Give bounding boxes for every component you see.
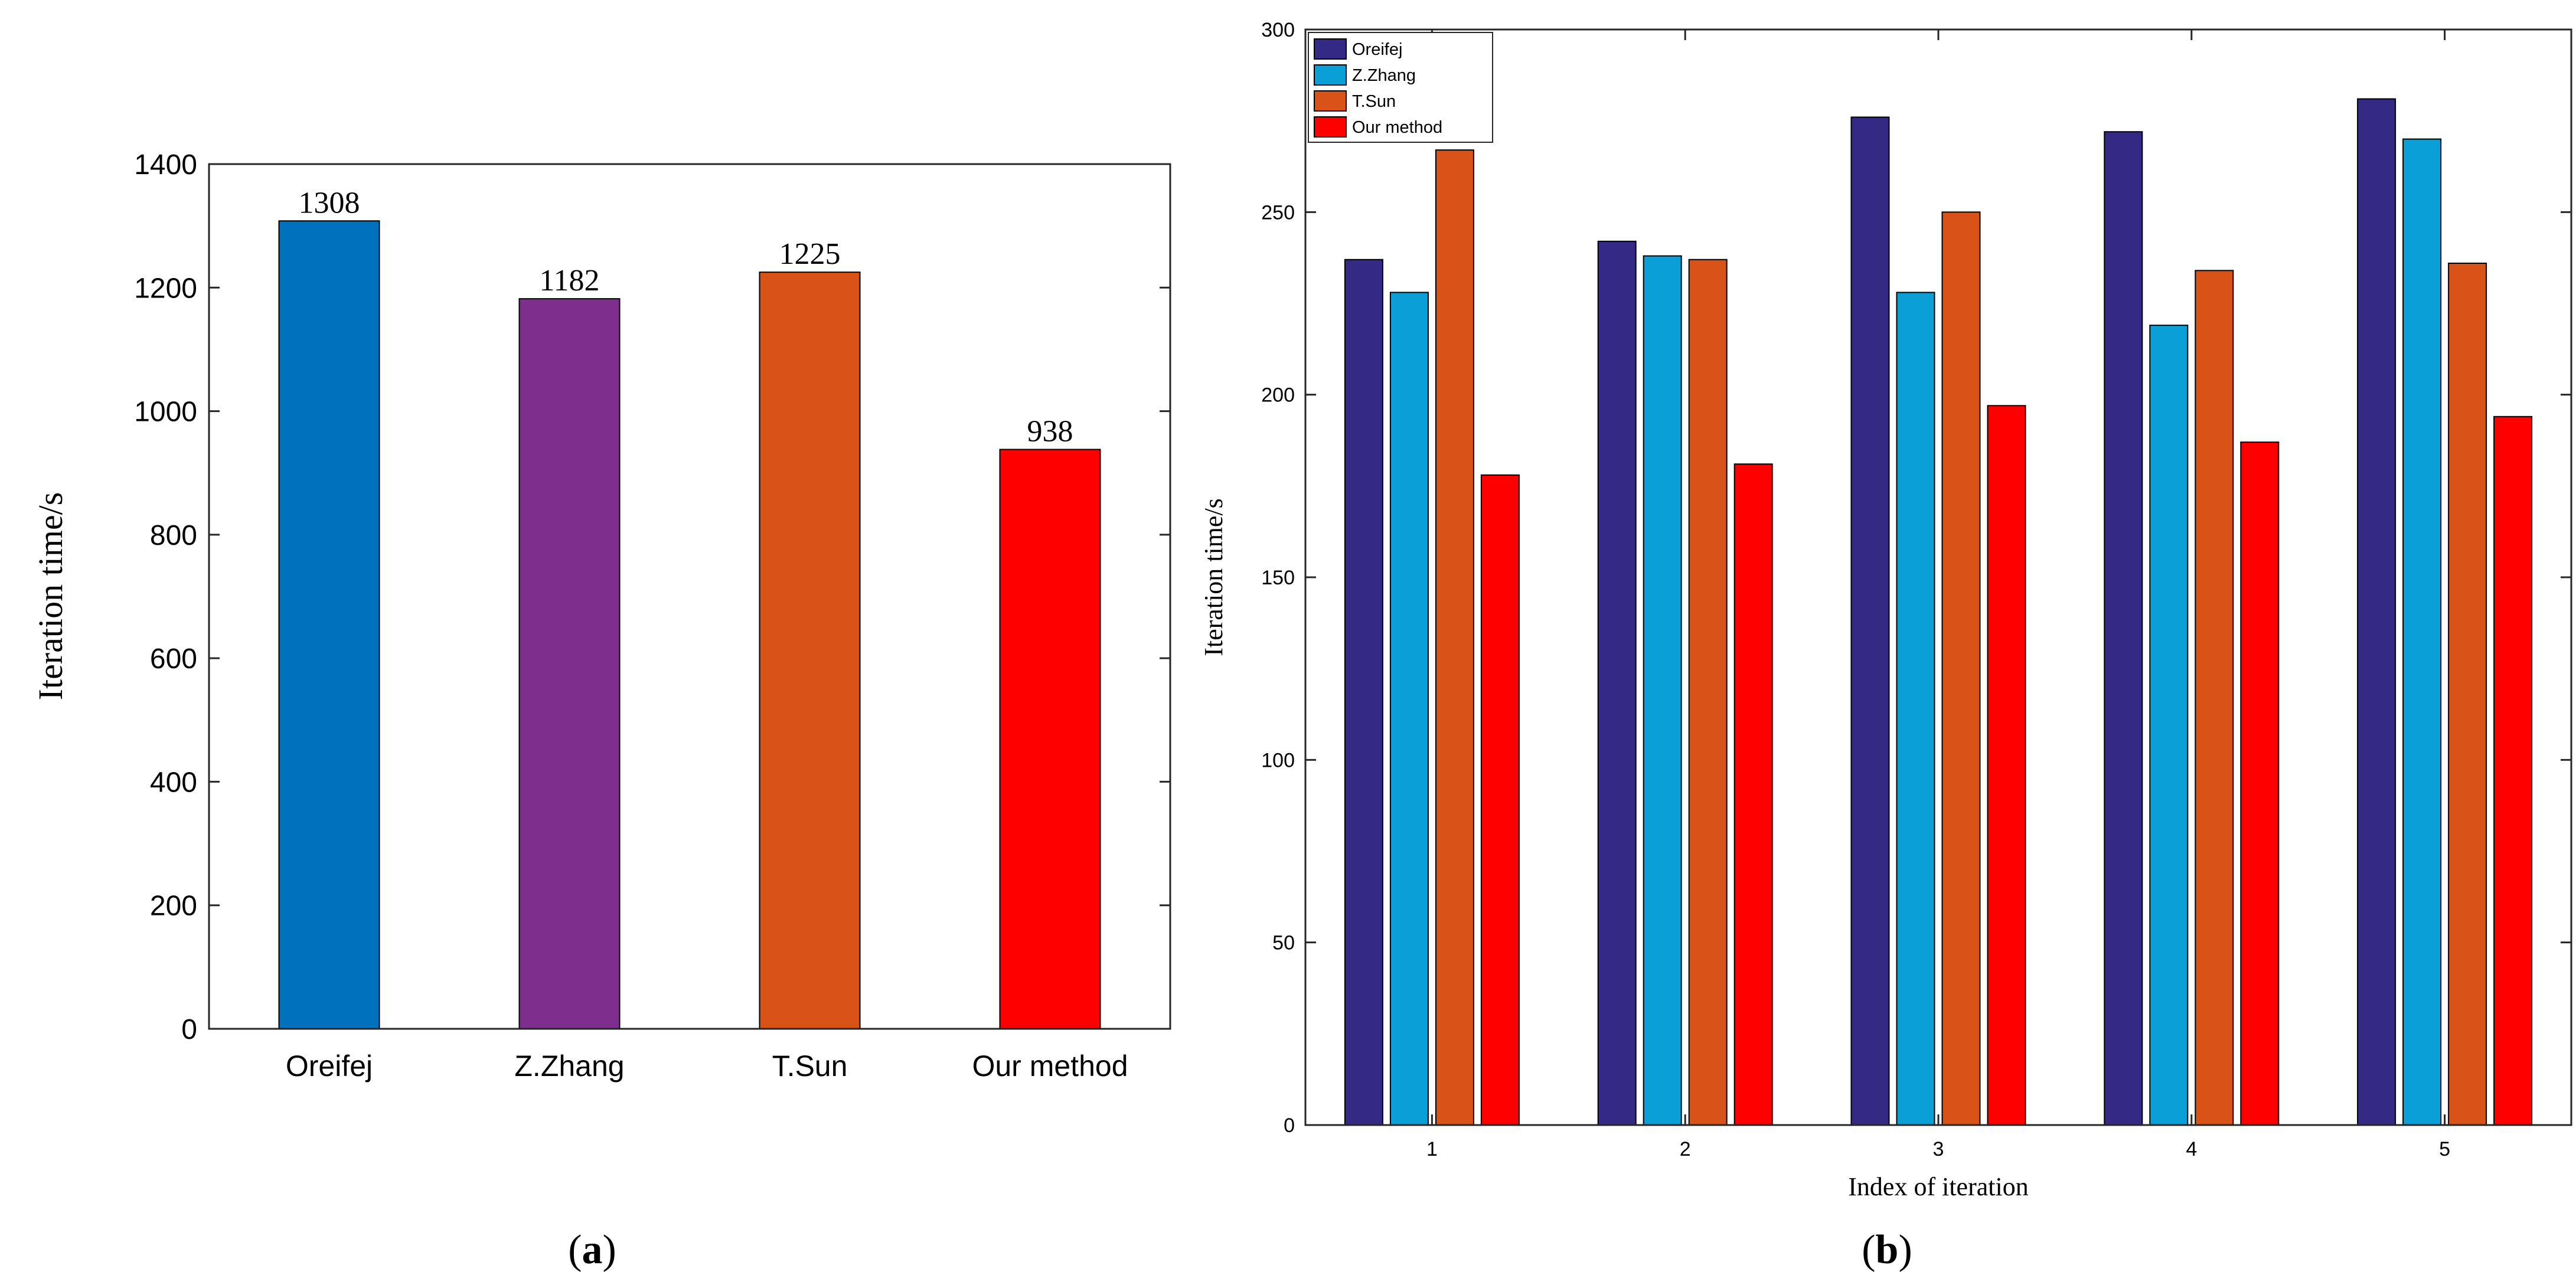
y-tick-label: 400 xyxy=(150,767,197,798)
y-tick-label: 1000 xyxy=(134,397,197,428)
panel-a-caption: (a) xyxy=(568,1227,616,1272)
bar-t-sun-iter-2 xyxy=(1688,259,1728,1126)
x-tick-label-2: 2 xyxy=(1680,1138,1691,1160)
bar-t-sun-iter-5 xyxy=(2448,262,2487,1126)
y-tick-label: 1200 xyxy=(134,273,197,304)
panel-a-y-axis-label: Iteration time/s xyxy=(31,492,70,701)
panel-b-legend: Oreifej Z.Zhang T.Sun Our method xyxy=(1308,32,1493,143)
bar-z-zhang-iter-3 xyxy=(1896,292,1935,1126)
bar-t-sun-iter-1 xyxy=(1435,149,1474,1126)
bar-our-method-iter-4 xyxy=(2240,442,2280,1126)
bar-our-method-iter-1 xyxy=(1480,474,1520,1126)
y-tick-label: 300 xyxy=(1261,19,1295,41)
x-tick-label-3: 3 xyxy=(1933,1138,1944,1160)
y-tick-label: 0 xyxy=(181,1014,197,1045)
legend-label-our-method: Our method xyxy=(1352,118,1442,137)
bar-our-method xyxy=(999,449,1101,1029)
x-tick-label-z-zhang: Z.Zhang xyxy=(514,1049,624,1083)
panel-a-axes-box xyxy=(208,163,1171,1030)
data-label-oreifej: 1308 xyxy=(299,186,360,220)
bar-oreifej-iter-2 xyxy=(1597,240,1637,1126)
legend-label-t-sun: T.Sun xyxy=(1352,92,1396,111)
bar-z-zhang-iter-5 xyxy=(2402,138,2442,1126)
bar-t-sun xyxy=(759,272,861,1029)
data-label-z-zhang: 1182 xyxy=(539,264,599,297)
legend-swatch-our-method xyxy=(1314,116,1347,138)
bar-z-zhang xyxy=(518,298,621,1029)
panel-b-axes-box xyxy=(1304,28,2572,1126)
bar-oreifej-iter-3 xyxy=(1850,116,1890,1126)
bar-t-sun-iter-4 xyxy=(2195,270,2234,1126)
x-tick-label-t-sun: T.Sun xyxy=(772,1049,848,1083)
x-tick-label-1: 1 xyxy=(1426,1138,1438,1160)
panel-a-caption-letter: a xyxy=(582,1227,603,1272)
bar-our-method-iter-3 xyxy=(1987,405,2026,1126)
panel-b-x-axis-label: Index of iteration xyxy=(1848,1172,2028,1201)
y-tick-label: 1400 xyxy=(134,149,197,181)
panel-b-y-axis-label: Iteration time/s xyxy=(1199,498,1228,656)
y-tick-label: 100 xyxy=(1261,749,1295,771)
x-tick-label-our-method: Our method xyxy=(972,1049,1128,1083)
bar-t-sun-iter-3 xyxy=(1941,211,1981,1126)
bar-z-zhang-iter-4 xyxy=(2149,325,2189,1126)
x-tick-label-4: 4 xyxy=(2186,1138,2197,1160)
x-tick-label-oreifej: Oreifej xyxy=(286,1049,373,1083)
y-tick-label: 600 xyxy=(150,643,197,675)
panel-a-chart: 1308 Oreifej 1182 Z.Zhang 1225 T.Sun 938 Our me… xyxy=(31,149,1171,1272)
y-tick-label: 200 xyxy=(150,891,197,922)
y-tick-label: 150 xyxy=(1261,567,1295,589)
bar-z-zhang-iter-2 xyxy=(1643,255,1682,1126)
bar-oreifej xyxy=(278,220,380,1029)
y-tick-label: 200 xyxy=(1261,384,1295,407)
legend-swatch-z-zhang xyxy=(1314,64,1347,86)
bar-oreifej-iter-1 xyxy=(1344,259,1383,1126)
panel-b-caption: (b) xyxy=(1862,1227,1912,1272)
y-tick-label: 50 xyxy=(1272,932,1295,954)
y-tick-label: 800 xyxy=(150,520,197,551)
bar-oreifej-iter-5 xyxy=(2357,98,2397,1126)
legend-label-oreifej: Oreifej xyxy=(1352,40,1402,59)
y-tick-label: 250 xyxy=(1261,201,1295,224)
bar-z-zhang-iter-1 xyxy=(1389,292,1429,1126)
data-label-t-sun: 1225 xyxy=(779,237,841,271)
bar-oreifej-iter-4 xyxy=(2104,131,2143,1126)
legend-swatch-oreifej xyxy=(1314,38,1347,60)
bar-our-method-iter-2 xyxy=(1733,463,1773,1126)
bar-our-method-iter-5 xyxy=(2493,416,2533,1126)
y-tick-label: 0 xyxy=(1284,1114,1295,1137)
x-tick-label-5: 5 xyxy=(2439,1138,2450,1160)
legend-label-z-zhang: Z.Zhang xyxy=(1352,66,1416,85)
panel-b-caption-letter: b xyxy=(1876,1227,1899,1272)
legend-swatch-t-sun xyxy=(1314,90,1347,112)
data-label-our-method: 938 xyxy=(1027,414,1073,448)
